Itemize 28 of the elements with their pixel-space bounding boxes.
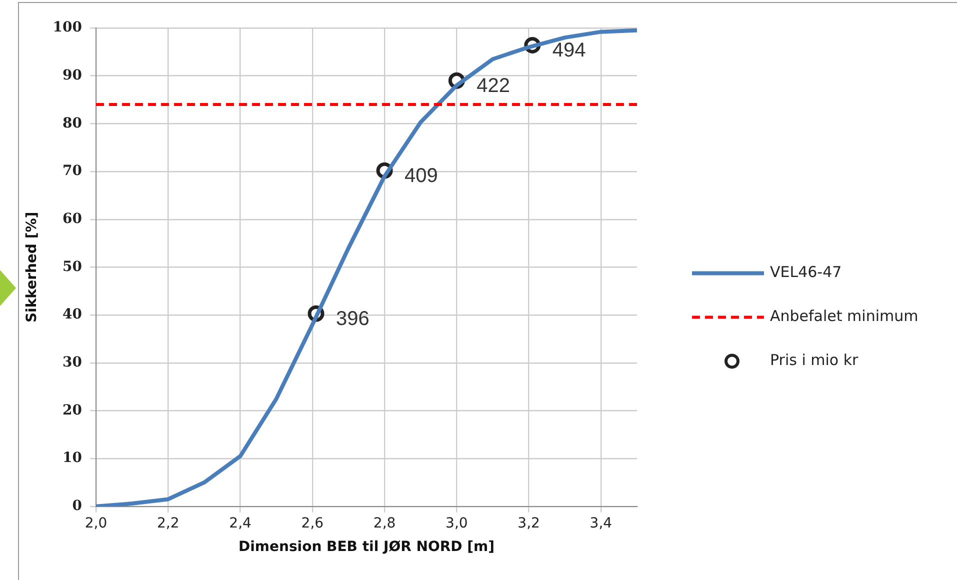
y-tick-label: 20 [62,402,82,418]
x-tick-label: 3,0 [446,515,468,532]
y-tick-label: 100 [52,20,82,36]
annotation: 422 [476,75,510,98]
x-tick-label: 2,4 [229,515,252,532]
annotation: 396 [336,308,370,330]
x-tick-label: 2,0 [84,515,108,532]
x-tick-label: 3,4 [590,515,612,532]
x-tick-label: 2,8 [373,515,396,532]
x-axis-title: Dimension BEB til JØR NORD [m] [238,539,495,556]
y-tick-label: 10 [62,450,82,466]
legend-label: VEL46-47 [770,263,842,282]
y-tick-label: 70 [62,163,82,180]
y-tick-label: 0 [72,498,82,514]
x-tick-label: 3,2 [518,515,540,532]
legend-label: Anbefalet minimum [770,307,918,326]
y-axis-title: Sikkerhed [%] [24,212,40,323]
annotation: 409 [404,165,438,188]
y-tick-label: 50 [62,258,82,275]
legend-label: Pris i mio kr [770,351,860,370]
x-tick-label: 2,2 [157,515,180,532]
y-tick-label: 80 [62,115,82,132]
y-tick-label: 90 [62,67,82,84]
annotation: 494 [552,40,586,62]
x-tick-label: 2,6 [301,515,324,532]
y-tick-label: 40 [62,306,82,323]
y-tick-label: 30 [62,354,82,371]
y-tick-label: 60 [62,211,82,227]
